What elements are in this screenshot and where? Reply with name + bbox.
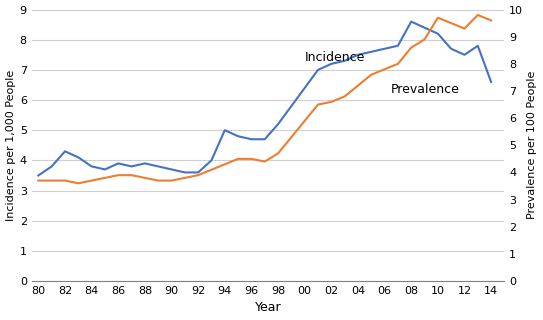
Y-axis label: Incidence per 1,000 People: Incidence per 1,000 People: [5, 70, 16, 221]
Text: Prevalence: Prevalence: [392, 84, 460, 96]
Y-axis label: Prevalence per 100 People: Prevalence per 100 People: [527, 71, 538, 220]
Text: Incidence: Incidence: [305, 51, 365, 64]
X-axis label: Year: Year: [255, 301, 281, 315]
